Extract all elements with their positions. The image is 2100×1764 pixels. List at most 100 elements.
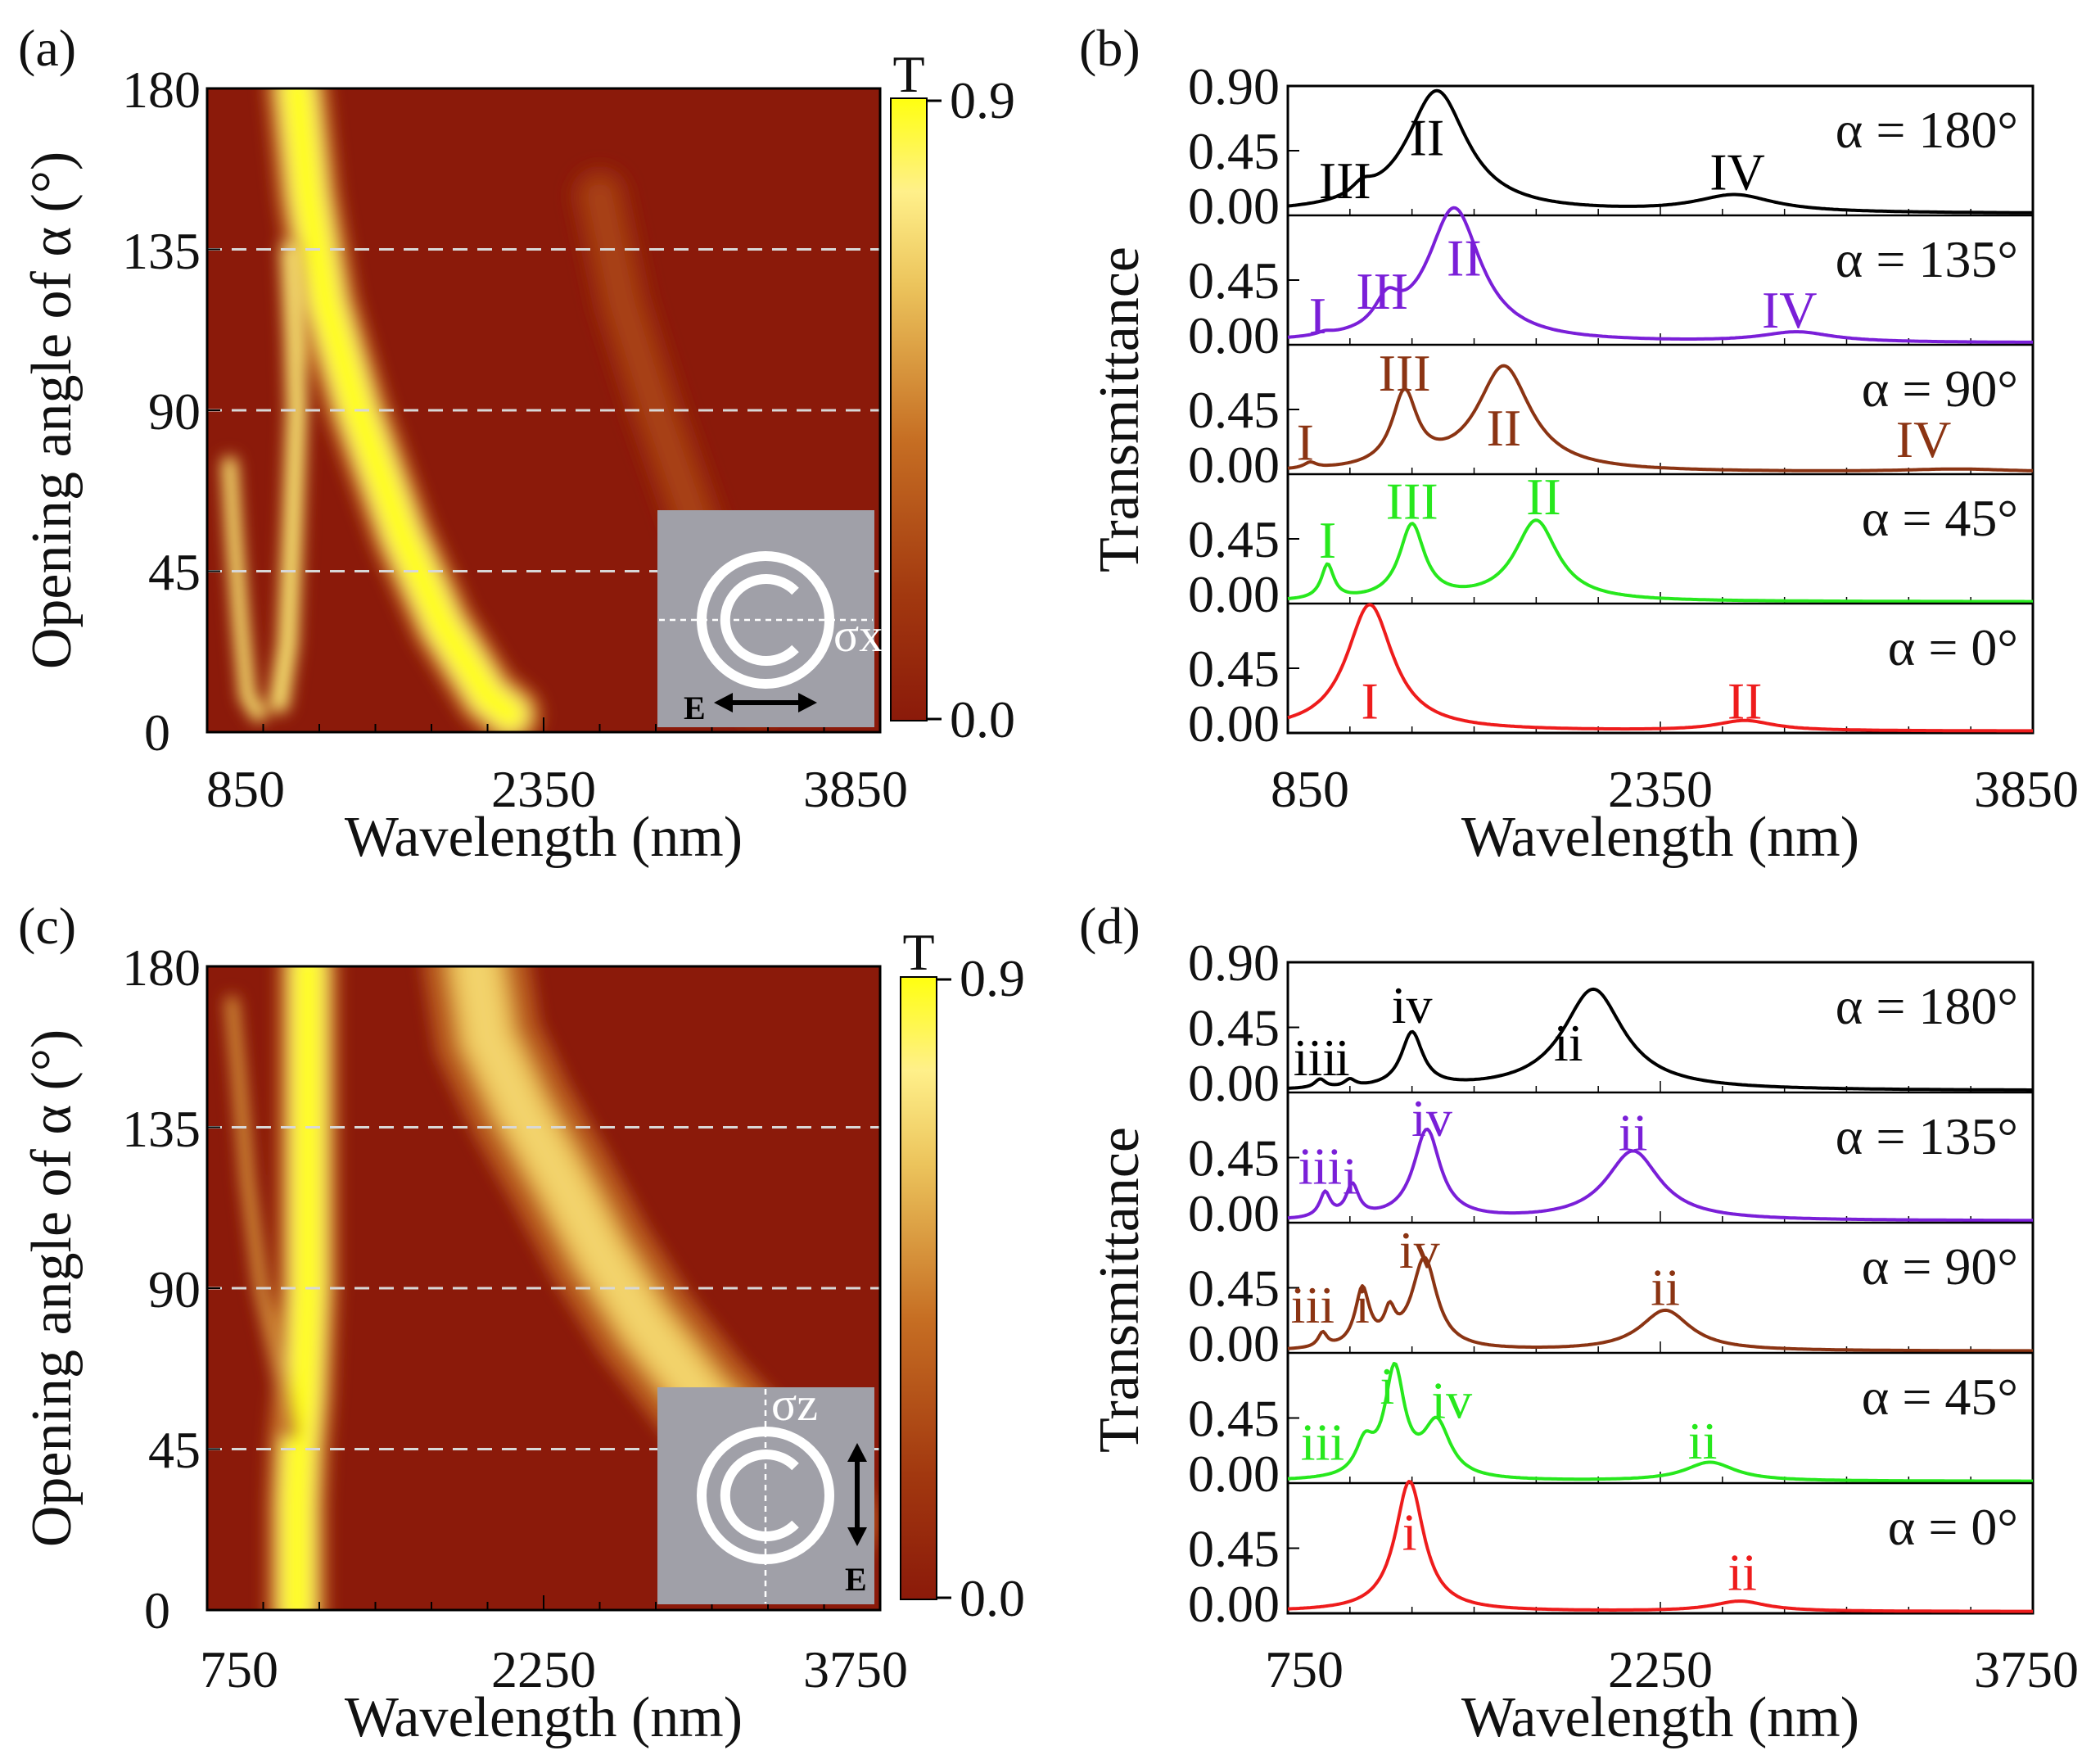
series-legend-1: α = 135° <box>1836 1107 2018 1165</box>
series-legend-3: α = 45° <box>1862 489 2018 547</box>
ridge-II-layer-3 <box>291 88 517 721</box>
ytick-label: 0.45 <box>1188 510 1280 568</box>
mode-label-2-2: II <box>1487 399 1522 457</box>
ytick-label: 0.00 <box>1188 177 1280 235</box>
mode-label-3-0: I <box>1319 511 1336 569</box>
series-legend-4: α = 0° <box>1888 1498 2018 1556</box>
spectrum-line-0 <box>1287 88 2033 215</box>
panel-c-field-label: E <box>845 1561 867 1598</box>
series-legend-0: α = 180° <box>1836 101 2018 159</box>
mode-label-4-0: I <box>1361 672 1378 730</box>
spectrum-line-4 <box>1287 1480 2033 1613</box>
panel-c-ylabel: Opening angle of α (°) <box>20 1029 84 1547</box>
panel-c-colorbar-min: 0.0 <box>960 1569 1025 1627</box>
panel-d-label: (d) <box>1079 897 1140 955</box>
ytick-label: 0.45 <box>1188 1129 1280 1187</box>
mode-label-3-1: III <box>1386 472 1438 530</box>
mode-label-2-1: i <box>1355 1276 1370 1334</box>
ytick-label: 0.00 <box>1188 1575 1280 1633</box>
ytick-label: 0.45 <box>1188 251 1280 310</box>
panel-a-colorbar-min: 0.0 <box>950 690 1015 749</box>
ytick-label: 0.00 <box>1188 1054 1280 1112</box>
ridge-III-layer-3 <box>276 247 300 706</box>
panel-a-colorbar-max: 0.9 <box>950 71 1015 129</box>
panel-c-xlabel: Wavelength (nm) <box>345 1686 743 1749</box>
mode-label-4-1: ii <box>1727 1544 1757 1602</box>
mode-label-1-2: iv <box>1411 1089 1452 1147</box>
mode-label-3-3: ii <box>1688 1412 1718 1470</box>
series-legend-2: α = 90° <box>1862 360 2018 418</box>
ytick-label: 0.90 <box>1188 57 1280 115</box>
mode-label-2-3: IV <box>1896 410 1952 468</box>
mode-label-4-1: II <box>1727 672 1763 730</box>
panel-b-xtick-3: 3850 <box>1974 760 2079 818</box>
panel-c-ytick-5: 180 <box>122 939 201 997</box>
ytick-label: 0.00 <box>1188 694 1280 753</box>
series-legend-2: α = 90° <box>1862 1237 2018 1296</box>
ytick-label: 0.00 <box>1188 565 1280 623</box>
panel-a-guide-lines <box>207 248 880 572</box>
spectrum-1: 0.000.45 α = 135°iii iiv ii <box>1188 1089 2034 1242</box>
panel-a-ytick-2: 45 <box>148 543 201 601</box>
mode-label-1-0: iii <box>1298 1137 1342 1195</box>
mode-label-2-1: III <box>1379 344 1431 402</box>
panel-b-ylabel: Transmittance <box>1088 247 1151 572</box>
ytick-label: 0.00 <box>1188 1184 1280 1242</box>
mode-label-2-0: iii <box>1291 1276 1335 1334</box>
ytick-label: 0.00 <box>1188 1314 1280 1373</box>
ridge-iii-layer-3 <box>230 1000 292 1433</box>
spectrum-line-1 <box>1287 1127 2033 1223</box>
spectrum-line-2 <box>1287 1255 2033 1353</box>
panel-a-ylabel: Opening angle of α (°) <box>20 152 84 669</box>
mode-label-3-1: i <box>1380 1357 1394 1415</box>
panel-a-xtick-2: 2350 <box>491 760 596 818</box>
panel-a-ytick-3: 90 <box>148 382 201 441</box>
mode-label-3-2: iv <box>1431 1372 1472 1430</box>
ytick-label: 0.90 <box>1188 934 1280 992</box>
panel-c-colorbar-max: 0.9 <box>960 949 1025 1007</box>
series-legend-0: α = 180° <box>1836 977 2018 1035</box>
spectrum-4: 0.000.45 α = 0°iii <box>1188 1480 2034 1633</box>
ytick-label: 0.45 <box>1188 1260 1280 1318</box>
spectrum-line-3 <box>1287 1362 2033 1483</box>
panel-a-ytick-5: 180 <box>122 61 201 119</box>
series-legend-3: α = 45° <box>1862 1368 2018 1426</box>
panel-a-xtick-1: 850 <box>206 760 285 818</box>
panel-c-guide-lines <box>207 1126 880 1450</box>
mode-label-4-0: i <box>1402 1503 1417 1561</box>
mode-label-2-2: iv <box>1399 1221 1440 1279</box>
series-legend-4: α = 0° <box>1888 618 2018 676</box>
ridge-I-layer-3 <box>228 462 261 717</box>
panel-d: (d) 0.000.450.90α = 180°iiiiivii0.000.45… <box>1079 897 2079 1749</box>
panel-a-ytick-4: 135 <box>122 222 201 280</box>
mode-label-1-3: ii <box>1619 1104 1648 1162</box>
mode-label-3-0: iii <box>1301 1413 1344 1472</box>
panel-b-xlabel: Wavelength (nm) <box>1461 806 1859 869</box>
ytick-label: 0.45 <box>1188 122 1280 180</box>
panel-b-xtick-2: 2350 <box>1608 760 1713 818</box>
mode-label-2-0: I <box>1297 413 1314 471</box>
panel-c-axis-ticks <box>206 966 881 1611</box>
mode-label-0-1: II <box>1410 108 1445 166</box>
panel-d-xtick-1: 750 <box>1265 1640 1344 1698</box>
panel-c-xtick-1: 750 <box>200 1640 278 1698</box>
panel-a-inset: σx E <box>657 510 883 727</box>
ytick-label: 0.45 <box>1188 640 1280 698</box>
panel-c-colorbar <box>900 976 937 1600</box>
series-legend-1: α = 135° <box>1836 230 2018 288</box>
panel-b-xtick-1: 850 <box>1271 760 1349 818</box>
mode-label-0-2: IV <box>1709 142 1765 201</box>
panel-d-ylabel: Transmittance <box>1088 1127 1151 1453</box>
panel-a-label: (a) <box>18 19 76 77</box>
mode-label-1-1: III <box>1356 262 1408 320</box>
panel-c-ytick-1: 0 <box>144 1581 170 1640</box>
panel-c-xtick-3: 3750 <box>803 1640 908 1698</box>
